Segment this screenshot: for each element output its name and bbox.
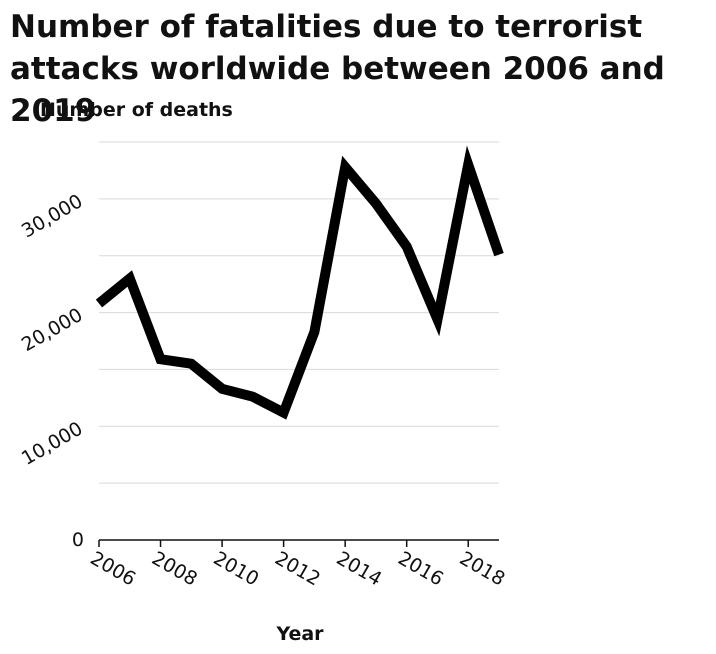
chart-title: Number of fatalities due to terrorist at… [10, 9, 665, 129]
x-tick-label: 2010 [210, 547, 263, 590]
x-tick-label: 2016 [394, 547, 447, 590]
y-tick-label: 20,000 [18, 304, 87, 356]
x-tick-label: 2008 [148, 547, 201, 590]
y-tick-label: 10,000 [18, 418, 87, 470]
series-line [95, 145, 504, 420]
y-tick-labels: 0 10,000 20,000 30,000 [18, 190, 87, 551]
x-tick-label: 2006 [87, 547, 140, 590]
y-axis-label: Number of deaths [40, 99, 233, 121]
x-axis [98, 539, 499, 547]
x-tick-label: 2014 [333, 547, 386, 590]
series-layer [95, 145, 504, 420]
y-tick-label: 0 [72, 529, 84, 551]
x-tick-label: 2018 [456, 547, 509, 590]
x-axis-label: Year [275, 623, 324, 645]
x-tick-labels: 2006 2008 2010 2012 2014 2016 2018 [87, 547, 509, 590]
x-tick-label: 2012 [271, 547, 324, 590]
y-tick-label: 30,000 [18, 190, 87, 242]
